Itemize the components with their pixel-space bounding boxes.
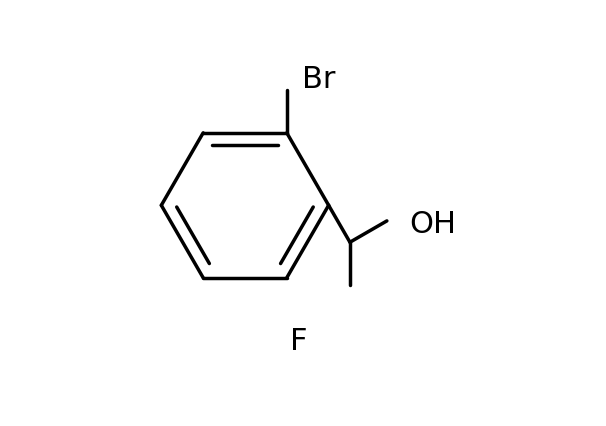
Text: OH: OH: [409, 210, 456, 239]
Text: F: F: [290, 327, 308, 356]
Text: Br: Br: [302, 64, 336, 93]
